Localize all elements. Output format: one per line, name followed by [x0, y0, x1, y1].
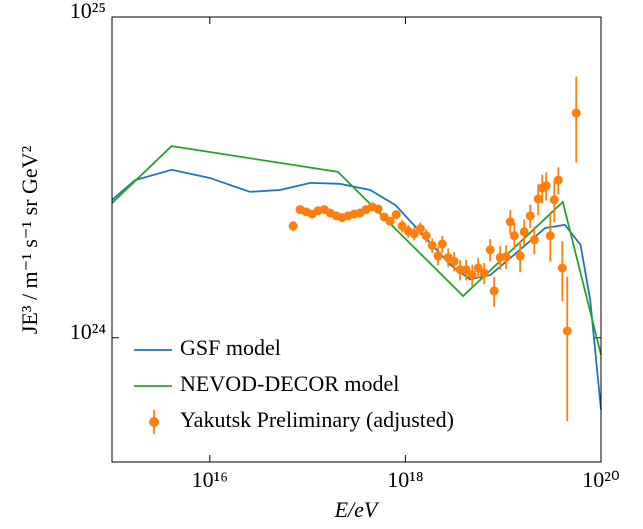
data-point: [485, 245, 495, 255]
data-point: [391, 210, 401, 220]
data-point: [553, 175, 563, 185]
data-point: [501, 252, 511, 262]
x-tick-label: 10²⁰: [582, 467, 620, 492]
y-axis-label: JE³ / m⁻¹ s⁻¹ sr GeV²: [17, 145, 42, 334]
data-point: [473, 263, 483, 273]
data-point: [449, 256, 459, 266]
y-tick-label: 10²⁵: [70, 0, 106, 23]
data-point: [509, 231, 519, 241]
legend-label: NEVOD-DECOR model: [180, 371, 399, 396]
legend-swatch: [149, 417, 159, 427]
data-point: [519, 227, 529, 237]
model-line: [111, 145, 602, 356]
data-point: [505, 217, 515, 227]
data-point: [533, 194, 543, 204]
x-axis-label: E/eV: [334, 497, 380, 522]
data-point: [397, 221, 407, 231]
data-point: [541, 181, 551, 191]
data-point: [525, 211, 535, 221]
data-point: [479, 268, 489, 278]
model-line: [111, 168, 602, 410]
data-point: [433, 251, 443, 261]
data-point: [515, 251, 525, 261]
data-point: [489, 286, 499, 296]
data-point: [288, 221, 298, 231]
data-point: [545, 231, 555, 241]
legend-label: Yakutsk Preliminary (adjusted): [180, 407, 454, 432]
y-tick-label: 10²⁴: [70, 319, 107, 344]
data-point: [421, 231, 431, 241]
data-point: [427, 240, 437, 250]
x-tick-label: 10¹⁶: [192, 467, 228, 492]
x-tick-label: 10¹⁸: [387, 467, 423, 492]
data-point: [437, 239, 447, 249]
data-point: [373, 204, 383, 214]
plot-frame: [111, 16, 602, 463]
legend-label: GSF model: [180, 335, 281, 360]
data-point: [461, 265, 471, 275]
data-point: [415, 224, 425, 234]
data-point: [385, 216, 395, 226]
data-point: [409, 229, 419, 239]
data-point: [562, 326, 572, 336]
data-point: [549, 195, 559, 205]
data-point: [557, 263, 567, 273]
data-point: [571, 108, 581, 118]
data-point: [467, 270, 477, 280]
data-point: [529, 235, 539, 245]
